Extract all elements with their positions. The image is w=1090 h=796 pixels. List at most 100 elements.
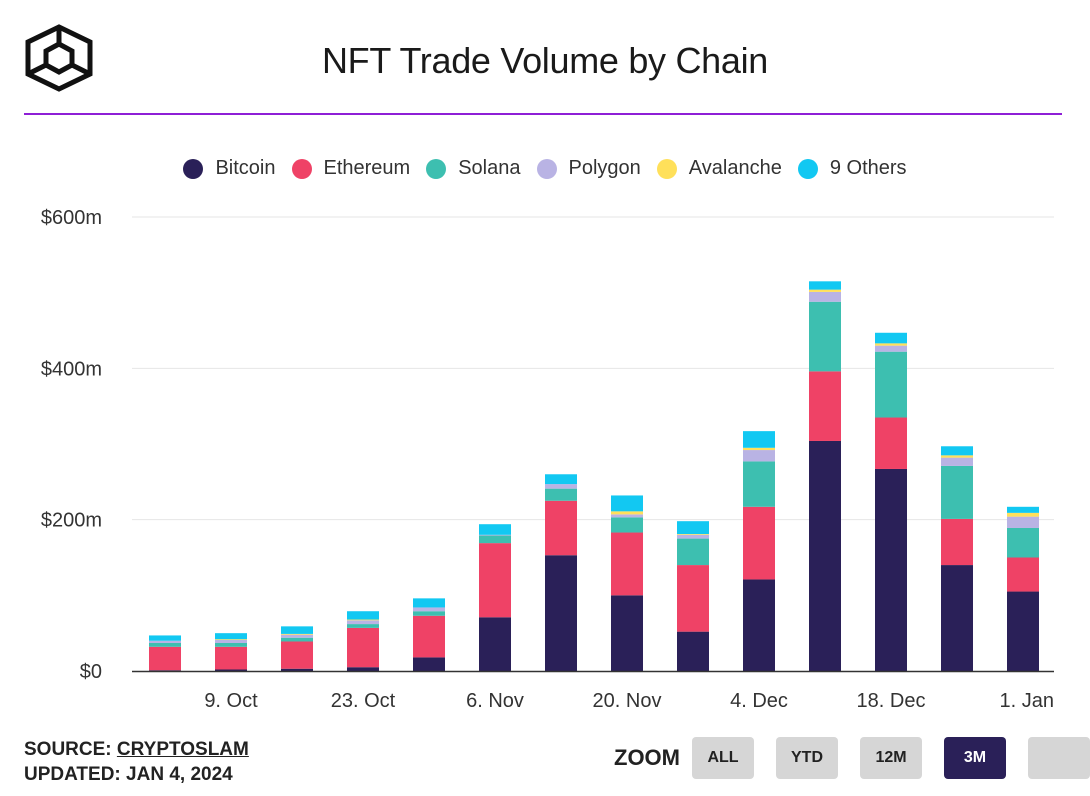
bar-avalanche (743, 447, 775, 451)
zoom-12m-button[interactable]: 12M (860, 737, 922, 779)
bar-polygon (215, 639, 247, 644)
bar-9-others (479, 524, 511, 535)
bar-bitcoin (941, 565, 973, 671)
bar-solana (743, 461, 775, 507)
bar-avalanche (1007, 512, 1039, 517)
legend-label: Polygon (568, 157, 641, 179)
legend-item-bitcoin[interactable]: Bitcoin (183, 157, 276, 180)
logo-icon (25, 24, 93, 92)
bar-ethereum (215, 646, 247, 670)
zoom-controls: ZOOM ALL YTD 12M 3M (614, 737, 1090, 779)
bar-9-others (941, 446, 973, 456)
bar-bitcoin (677, 631, 709, 671)
bar-ethereum (281, 641, 313, 669)
legend-item-polygon[interactable]: Polygon (536, 157, 641, 180)
bar-solana (545, 488, 577, 501)
bar-9-others (281, 626, 313, 634)
bar-avalanche (281, 633, 313, 635)
bar-polygon (941, 457, 973, 466)
bar-ethereum (149, 646, 181, 671)
bar-9-others (1007, 506, 1039, 513)
bar-avalanche (677, 534, 709, 535)
bar-ethereum (545, 500, 577, 556)
bar-avalanche (347, 619, 379, 621)
y-tick-label: $400m (41, 358, 102, 380)
bar-9-others (875, 332, 907, 344)
bar-polygon (809, 291, 841, 302)
legend-label: 9 Others (829, 157, 907, 179)
legend-label: Solana (458, 157, 521, 179)
legend-label: Ethereum (323, 157, 411, 179)
x-tick-label: 6. Nov (466, 690, 524, 712)
bar-ethereum (611, 532, 643, 596)
bar-bitcoin (479, 617, 511, 671)
bar-9-others (347, 611, 379, 620)
x-tick-label: 4. Dec (730, 690, 788, 712)
updated-date: UPDATED: JAN 4, 2024 (24, 764, 233, 785)
bar-9-others (215, 633, 247, 640)
bar-bitcoin (215, 669, 247, 671)
bar-9-others (413, 598, 445, 608)
source-line: SOURCE: CRYPTOSLAM (24, 737, 249, 762)
legend-item-solana[interactable]: Solana (426, 157, 521, 180)
bar-solana (413, 611, 445, 616)
x-tick-label: 1. Jan (1000, 690, 1054, 712)
bar-avalanche (809, 289, 841, 292)
stacked-bar-chart: $0 $200m $400m $600m 9. Oct 23. Oct 6. Nov 20. … (41, 207, 1054, 712)
legend-label: Bitcoin (215, 157, 276, 179)
legend-label: Avalanche (688, 157, 782, 179)
bar-bitcoin (347, 667, 379, 671)
zoom-blank-button[interactable] (1028, 737, 1090, 779)
source-footer: SOURCE: CRYPTOSLAM UPDATED: JAN 4, 2024 (24, 737, 249, 787)
bar-solana (479, 535, 511, 544)
bar-solana (281, 637, 313, 642)
bar-ethereum (875, 417, 907, 469)
bar-bitcoin (281, 668, 313, 671)
legend-swatch (656, 158, 677, 179)
zoom-label: ZOOM (614, 745, 680, 770)
bar-bitcoin (149, 670, 181, 671)
legend-item-avalanche[interactable]: Avalanche (656, 157, 782, 180)
legend-item-9-others[interactable]: 9 Others (797, 157, 907, 180)
legend-item-ethereum[interactable]: Ethereum (291, 157, 411, 180)
legend-swatch (291, 158, 312, 179)
bar-polygon (149, 640, 181, 644)
zoom-all-button[interactable]: ALL (692, 737, 754, 779)
y-tick-label: $0 (80, 661, 102, 683)
bar-solana (611, 517, 643, 533)
bar-solana (215, 643, 247, 647)
zoom-ytd-button[interactable]: YTD (776, 737, 838, 779)
bar-avalanche (875, 343, 907, 346)
bar-ethereum (479, 543, 511, 618)
legend-swatch (183, 158, 204, 179)
bar-9-others (677, 521, 709, 535)
bar-polygon (677, 534, 709, 539)
bar-bitcoin (545, 555, 577, 671)
bar-solana (1007, 527, 1039, 558)
bar-polygon (611, 514, 643, 518)
bar-ethereum (677, 565, 709, 632)
zoom-3m-button[interactable]: 3M (944, 737, 1006, 779)
bar-solana (941, 465, 973, 519)
bar-bitcoin (743, 579, 775, 671)
x-tick-label: 9. Oct (204, 690, 258, 712)
y-tick-label: $200m (41, 510, 102, 532)
bar-polygon (347, 620, 379, 625)
bar-avalanche (611, 511, 643, 515)
bar-bitcoin (809, 440, 841, 671)
bar-bitcoin (611, 595, 643, 671)
x-tick-label: 23. Oct (331, 690, 396, 712)
chart-title: NFT Trade Volume by Chain (321, 40, 769, 81)
bar-solana (347, 624, 379, 628)
bar-ethereum (743, 506, 775, 580)
y-tick-label: $600m (41, 207, 102, 229)
bar-9-others (809, 281, 841, 290)
bar-polygon (479, 534, 511, 536)
source-prefix: SOURCE: (24, 739, 117, 760)
bar-9-others (149, 635, 181, 641)
source-link[interactable]: CRYPTOSLAM (116, 739, 249, 760)
bar-polygon (413, 607, 445, 612)
x-tick-label: 20. Nov (593, 690, 662, 712)
bar-solana (677, 538, 709, 566)
x-tick-label: 18. Dec (857, 690, 926, 712)
